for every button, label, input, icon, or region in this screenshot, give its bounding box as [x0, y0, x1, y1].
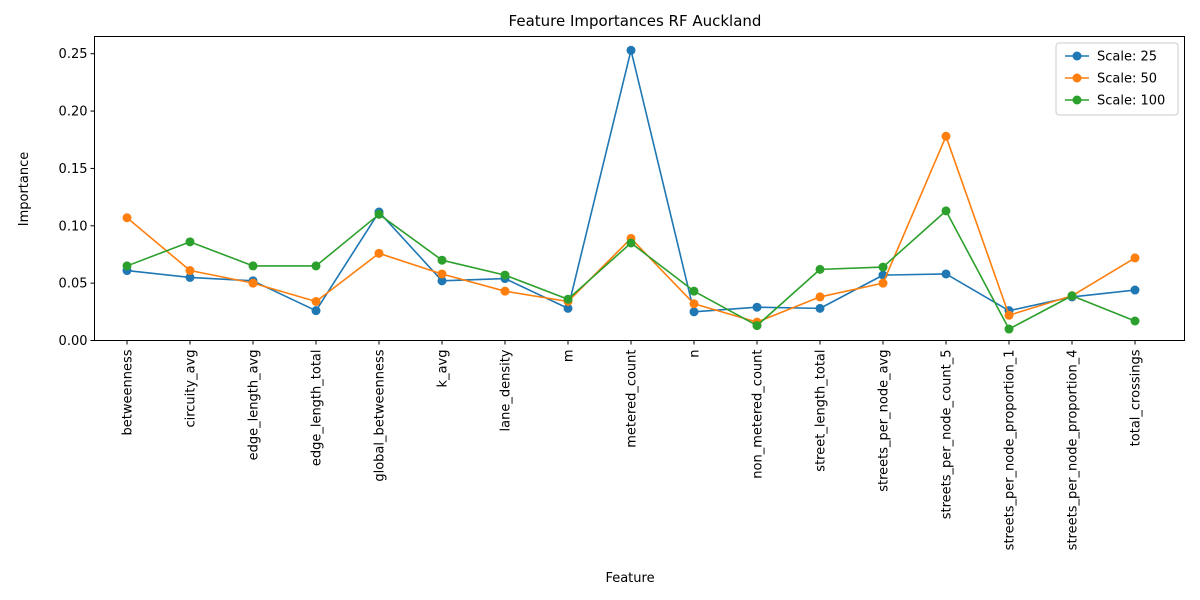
- data-point: [626, 45, 636, 55]
- plot-frame: [94, 36, 1185, 341]
- series-line: [126, 210, 1136, 330]
- data-point: [311, 261, 321, 271]
- x-tick-label: streets_per_node_proportion_4: [1066, 350, 1081, 551]
- y-tick-label: 0.00: [59, 334, 88, 349]
- x-tick-label: streets_per_node_count_5: [940, 350, 955, 520]
- data-point: [752, 321, 762, 331]
- legend-label: Scale: 25: [1097, 50, 1157, 65]
- legend-label: Scale: 100: [1097, 94, 1165, 109]
- x-tick-label: edge_length_avg: [247, 350, 262, 461]
- x-axis: betweenness circuity_avg edge_length_avg ed…: [121, 340, 1144, 551]
- data-point: [815, 292, 825, 302]
- x-tick-label: streets_per_node_proportion_1: [1003, 350, 1018, 551]
- legend-marker: [1072, 95, 1082, 105]
- legend-item: Scale: 100: [1065, 94, 1165, 109]
- y-tick-label: 0.20: [59, 105, 88, 120]
- data-point: [815, 303, 825, 313]
- legend: Scale: 25 Scale: 50 Scale: 100: [1055, 42, 1179, 116]
- chart-title: Feature Importances RF Auckland: [509, 12, 762, 30]
- data-point: [437, 269, 447, 279]
- data-point: [248, 261, 258, 271]
- data-point: [437, 276, 447, 286]
- data-point: [437, 255, 447, 265]
- data-point: [626, 238, 636, 248]
- x-tick-label: total_crossings: [1129, 349, 1144, 446]
- data-point: [689, 307, 699, 317]
- data-point: [878, 278, 888, 288]
- y-tick-label: 0.25: [59, 47, 88, 62]
- legend-marker: [1072, 51, 1082, 61]
- series-3: [122, 206, 1140, 334]
- x-tick-label: lane_density: [499, 349, 514, 431]
- legend-item: Scale: 25: [1065, 50, 1157, 65]
- data-point: [815, 264, 825, 274]
- x-tick-label: circuity_avg: [184, 350, 199, 428]
- data-point: [1067, 291, 1077, 301]
- y-axis-label: Importance: [17, 152, 32, 227]
- x-tick-label: metered_count: [625, 350, 640, 448]
- series-1: [122, 45, 1140, 317]
- legend-box: [1055, 42, 1179, 116]
- y-tick-label: 0.10: [59, 219, 88, 234]
- data-point: [500, 286, 510, 296]
- legend-marker: [1072, 73, 1082, 83]
- series-line: [126, 49, 1136, 313]
- x-tick-label: global_betweenness: [373, 349, 388, 481]
- series-layer: [122, 45, 1140, 334]
- data-point: [374, 209, 384, 219]
- data-point: [248, 278, 258, 288]
- data-point: [122, 213, 132, 223]
- data-point: [941, 131, 951, 141]
- data-point: [185, 237, 195, 247]
- data-point: [689, 286, 699, 296]
- data-point: [1004, 310, 1014, 320]
- data-point: [563, 294, 573, 304]
- data-point: [311, 296, 321, 306]
- x-tick-label: k_avg: [436, 350, 451, 388]
- data-point: [1130, 285, 1140, 295]
- data-point: [185, 266, 195, 276]
- y-axis: 0.00 0.05 0.10 0.15 0.20 0.25: [59, 47, 95, 349]
- data-point: [311, 306, 321, 316]
- x-axis-label: Feature: [605, 571, 654, 586]
- x-tick-label: n: [688, 350, 703, 358]
- legend-item: Scale: 50: [1065, 72, 1157, 87]
- series-2: [122, 131, 1140, 327]
- data-point: [878, 262, 888, 272]
- y-tick-label: 0.05: [59, 277, 88, 292]
- data-point: [941, 269, 951, 279]
- y-tick-label: 0.15: [59, 162, 88, 177]
- x-tick-label: m: [562, 350, 577, 363]
- x-tick-label: edge_length_total: [310, 350, 325, 467]
- x-tick-label: street_length_total: [814, 350, 829, 472]
- legend-label: Scale: 50: [1097, 72, 1157, 87]
- data-point: [374, 248, 384, 258]
- data-point: [1130, 316, 1140, 326]
- data-point: [941, 206, 951, 216]
- data-point: [1004, 324, 1014, 334]
- data-point: [500, 270, 510, 280]
- data-point: [689, 299, 699, 309]
- data-point: [563, 303, 573, 313]
- data-point: [122, 261, 132, 271]
- data-point: [1130, 253, 1140, 263]
- data-point: [185, 272, 195, 282]
- x-tick-label: non_metered_count: [751, 350, 766, 479]
- x-tick-label: betweenness: [121, 349, 136, 435]
- series-line: [126, 135, 1136, 323]
- data-point: [752, 302, 762, 312]
- x-tick-label: streets_per_node_avg: [877, 350, 892, 492]
